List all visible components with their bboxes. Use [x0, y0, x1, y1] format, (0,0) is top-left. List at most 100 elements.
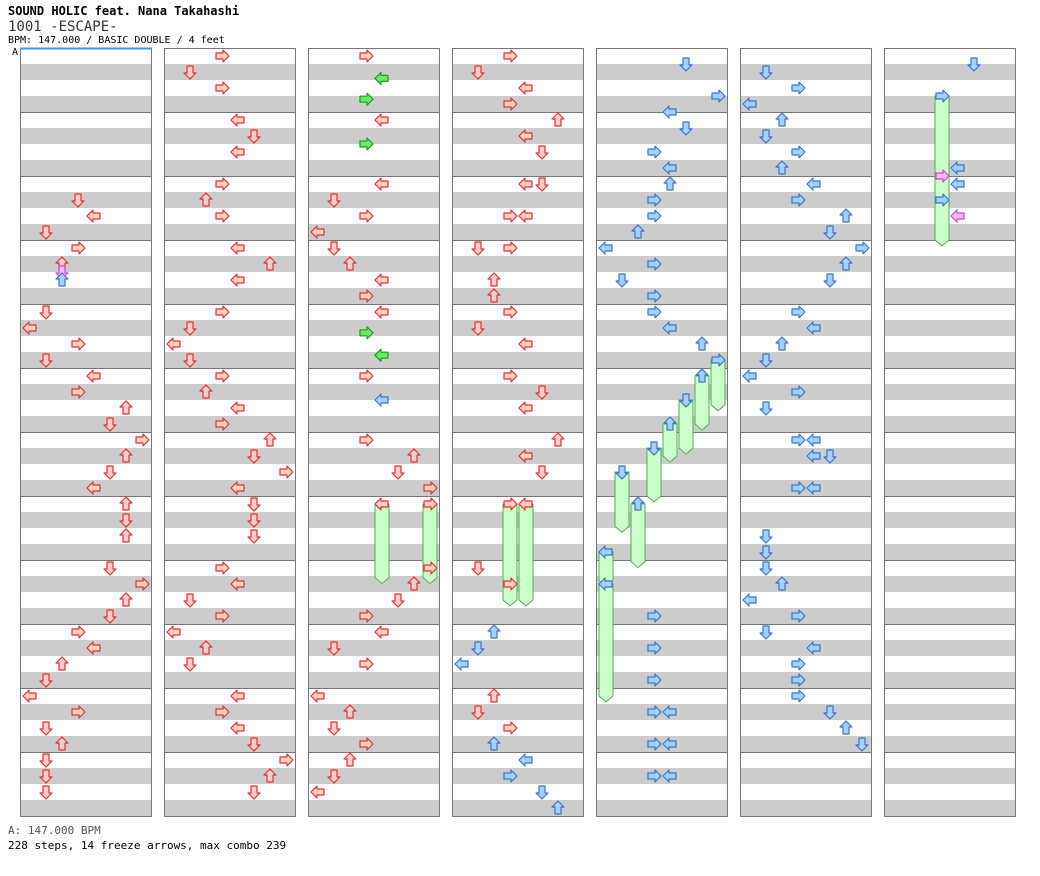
- beat-stripe: [164, 288, 296, 304]
- step-arrow-up: [55, 656, 69, 671]
- step-arrow-left: [374, 625, 389, 639]
- step-arrow-down: [39, 769, 53, 784]
- step-arrow-down: [823, 449, 837, 464]
- beat-stripe: [740, 512, 872, 528]
- step-arrow-down: [247, 129, 261, 144]
- step-arrow-up: [551, 432, 565, 447]
- beat-stripe: [740, 672, 872, 688]
- step-arrow-up: [263, 432, 277, 447]
- step-arrow-down: [967, 57, 981, 72]
- beat-stripe: [740, 480, 872, 496]
- freeze-arrow: [646, 447, 662, 503]
- step-arrow-left: [230, 401, 245, 415]
- step-arrow-left: [374, 305, 389, 319]
- beat-stripe: [308, 448, 440, 464]
- beat-stripe: [596, 96, 728, 112]
- step-arrow-down: [535, 385, 549, 400]
- step-arrow-left: [86, 369, 101, 383]
- beat-stripe: [740, 544, 872, 560]
- beat-stripe: [164, 352, 296, 368]
- beat-stripe: [740, 352, 872, 368]
- step-arrow-left: [662, 321, 677, 335]
- step-arrow-right: [791, 433, 806, 447]
- step-arrow-left: [374, 497, 389, 511]
- beat-stripe: [740, 224, 872, 240]
- beat-stripe: [20, 320, 152, 336]
- beat-stripe: [884, 704, 1016, 720]
- step-arrow-right: [423, 497, 438, 511]
- step-arrow-left: [806, 449, 821, 463]
- beat-stripe: [884, 128, 1016, 144]
- beat-stripe: [308, 576, 440, 592]
- step-arrow-down: [71, 193, 85, 208]
- beat-stripe: [596, 800, 728, 816]
- beat-stripe: [884, 576, 1016, 592]
- step-arrow-left: [374, 348, 389, 362]
- step-arrow-left: [806, 481, 821, 495]
- beat-stripe: [20, 608, 152, 624]
- step-arrow-up: [55, 736, 69, 751]
- beat-stripe: [308, 160, 440, 176]
- step-arrow-down: [391, 465, 405, 480]
- step-arrow-down: [759, 401, 773, 416]
- step-arrow-down: [759, 129, 773, 144]
- beat-stripe: [20, 512, 152, 528]
- step-arrow-down: [103, 465, 117, 480]
- step-arrow-right: [503, 721, 518, 735]
- beat-stripe: [308, 768, 440, 784]
- step-arrow-right: [647, 193, 662, 207]
- step-arrow-down: [471, 65, 485, 80]
- beat-stripe: [20, 384, 152, 400]
- step-arrow-right: [647, 705, 662, 719]
- step-arrow-left: [806, 641, 821, 655]
- step-arrow-right: [215, 81, 230, 95]
- beat-stripe: [740, 256, 872, 272]
- beat-stripe: [20, 704, 152, 720]
- step-arrow-right: [359, 609, 374, 623]
- step-arrow-down: [327, 641, 341, 656]
- step-arrow-up: [839, 256, 853, 271]
- beat-stripe: [740, 320, 872, 336]
- footer-bpm: A: 147.000 BPM: [8, 824, 101, 837]
- beat-stripe: [596, 352, 728, 368]
- step-arrow-up: [199, 640, 213, 655]
- step-arrow-right: [71, 625, 86, 639]
- step-arrow-down: [247, 513, 261, 528]
- step-arrow-down: [823, 273, 837, 288]
- step-arrow-left: [230, 689, 245, 703]
- beat-stripe: [884, 448, 1016, 464]
- step-arrow-up: [487, 272, 501, 287]
- beat-stripe: [884, 384, 1016, 400]
- step-arrow-up: [631, 496, 645, 511]
- step-arrow-right: [791, 193, 806, 207]
- step-arrow-right: [215, 369, 230, 383]
- step-arrow-right: [791, 657, 806, 671]
- beat-stripe: [452, 128, 584, 144]
- step-arrow-right: [71, 385, 86, 399]
- step-arrow-right: [791, 81, 806, 95]
- beat-stripe: [164, 608, 296, 624]
- beat-stripe: [164, 640, 296, 656]
- step-arrow-down: [183, 353, 197, 368]
- step-arrow-up: [551, 112, 565, 127]
- freeze-arrow: [678, 399, 694, 455]
- beat-stripe: [20, 448, 152, 464]
- step-arrow-left: [742, 593, 757, 607]
- step-arrow-left: [374, 393, 389, 407]
- step-arrow-left: [598, 241, 613, 255]
- step-arrow-right: [647, 305, 662, 319]
- step-arrow-down: [759, 529, 773, 544]
- beat-stripe: [308, 384, 440, 400]
- step-arrow-down: [103, 417, 117, 432]
- beat-stripe: [164, 672, 296, 688]
- beat-stripe: [596, 736, 728, 752]
- step-arrow-right: [503, 769, 518, 783]
- freeze-arrow: [710, 359, 726, 412]
- step-arrow-left: [518, 497, 533, 511]
- step-arrow-down: [247, 497, 261, 512]
- step-arrow-right: [71, 241, 86, 255]
- step-arrow-down: [535, 177, 549, 192]
- beat-stripe: [452, 800, 584, 816]
- beat-stripe: [452, 640, 584, 656]
- step-arrow-down: [247, 785, 261, 800]
